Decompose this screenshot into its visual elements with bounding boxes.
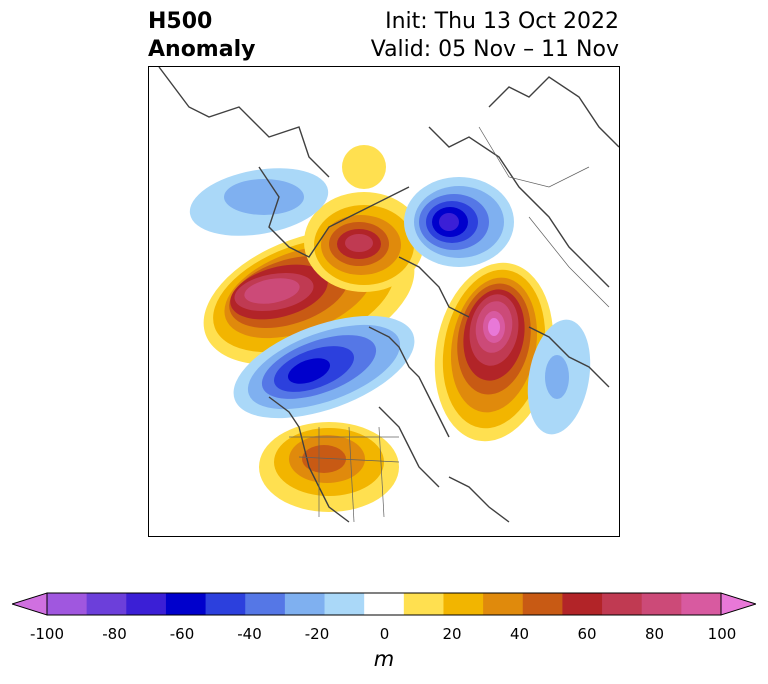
- colorbar-segment: [602, 593, 643, 615]
- colorbar-segment: [364, 593, 405, 615]
- colorbar-segment: [522, 593, 563, 615]
- colorbar-segment: [47, 593, 88, 615]
- colorbar-tick-label: 100: [707, 625, 737, 643]
- colorbar-segment: [165, 593, 207, 615]
- title-left: H500 Anomaly: [148, 8, 255, 64]
- title-field: Anomaly: [148, 37, 256, 62]
- colorbar-segment: [641, 593, 682, 615]
- anomaly-north-pacific-trough: [233, 315, 415, 419]
- colorbar-segment: [86, 593, 127, 615]
- colorbar-segment: [443, 593, 484, 615]
- colorbar-segment: [403, 593, 444, 615]
- colorbar: [12, 592, 756, 616]
- anomaly-siberia-trough: [404, 177, 514, 267]
- colorbar-tick-label: -40: [237, 625, 262, 643]
- colorbar-border: [46, 592, 722, 616]
- colorbar-segment: [562, 593, 603, 615]
- colorbar-segment: [681, 593, 722, 615]
- title-right: Init: Thu 13 Oct 2022 Valid: 05 Nov – 11…: [371, 8, 619, 64]
- colorbar-tick-label: 80: [644, 625, 665, 643]
- colorbar-tick-label: 0: [379, 625, 390, 643]
- colorbar-segment: [284, 593, 326, 615]
- colorbar-segment: [205, 593, 246, 615]
- title-variable: H500: [148, 9, 213, 34]
- colorbar-tick-label: -80: [102, 625, 127, 643]
- colorbar-segment: [483, 593, 524, 615]
- anomaly-chukotka-trough: [189, 168, 329, 236]
- colorbar-tick-label: 40: [509, 625, 530, 643]
- colorbar-tick-label: -60: [169, 625, 195, 643]
- colorbar-extend-min: [12, 592, 48, 616]
- colorbar-unit-label: m: [373, 647, 395, 671]
- colorbar-segment: [126, 593, 167, 615]
- country-borders: [289, 126, 610, 523]
- anomaly-north-atlantic-ridge: [434, 262, 554, 442]
- colorbar-tick-label: -20: [304, 625, 330, 643]
- colorbar-tick-label: 20: [442, 625, 462, 643]
- anomaly-east-atlantic-trough: [527, 319, 591, 435]
- valid-period: Valid: 05 Nov – 11 Nov: [370, 37, 619, 62]
- colorbar-tick-label: 60: [577, 625, 597, 643]
- colorbar-extend-max: [720, 592, 756, 616]
- colorbar-segment: [324, 593, 365, 615]
- colorbar-segment: [245, 593, 286, 615]
- colorbar-tick-label: -100: [29, 625, 65, 643]
- anomaly-arctic-canada-ridge: [304, 145, 424, 292]
- map-svg: [158, 67, 619, 523]
- map-panel: [148, 66, 620, 537]
- init-date: Init: Thu 13 Oct 2022: [385, 9, 619, 34]
- anomaly-western-us-ridge: [259, 422, 399, 512]
- coastlines: [158, 67, 619, 523]
